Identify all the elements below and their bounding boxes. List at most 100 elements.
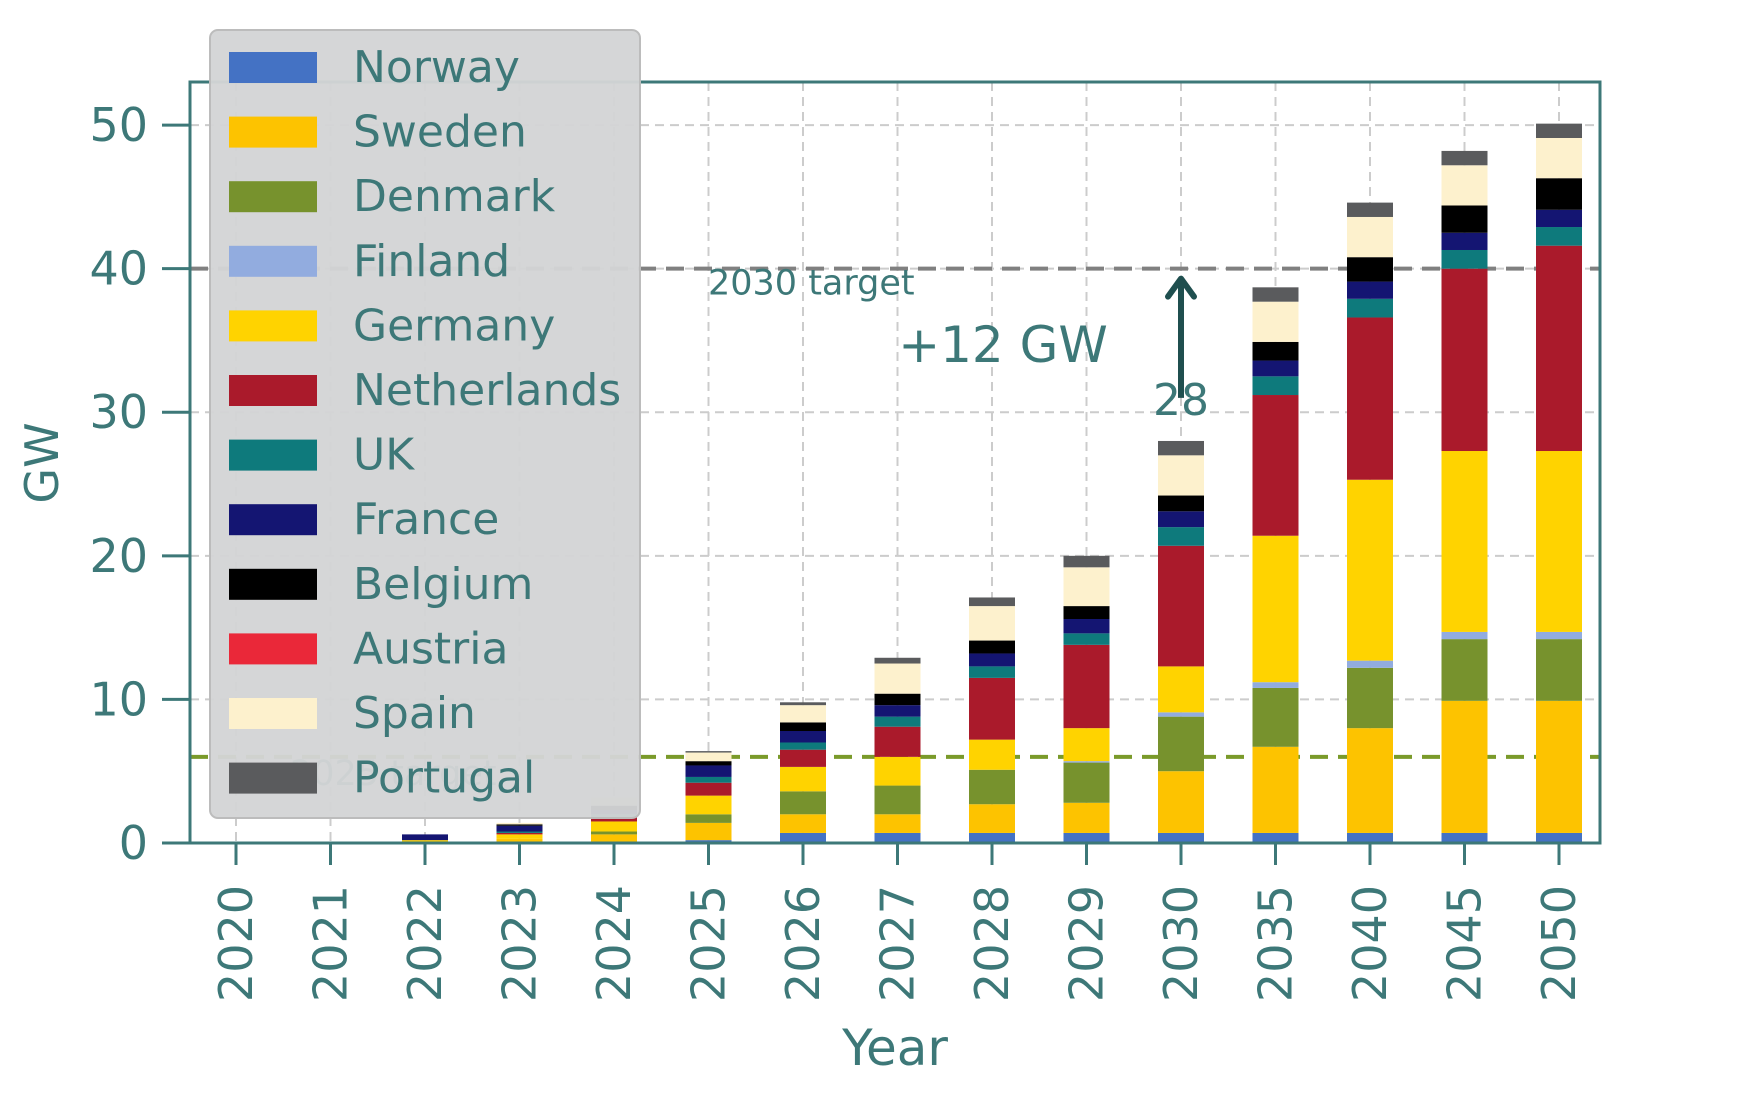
bar-segment bbox=[969, 832, 1015, 843]
bar-segment bbox=[1347, 317, 1393, 480]
x-tick-label: 2024 bbox=[587, 885, 641, 1002]
legend-swatch bbox=[229, 52, 317, 83]
legend-label: Netherlands bbox=[353, 365, 621, 416]
y-tick-label: 20 bbox=[89, 529, 148, 583]
legend-swatch bbox=[229, 245, 317, 277]
legend-label: UK bbox=[353, 430, 415, 481]
bar-segment bbox=[1158, 666, 1204, 713]
bar-segment bbox=[685, 761, 732, 766]
bar-segment bbox=[685, 814, 732, 823]
bar-segment bbox=[780, 705, 826, 723]
bar-segment bbox=[1063, 644, 1110, 729]
stacked-bars bbox=[402, 123, 1582, 843]
bar-segment bbox=[1347, 202, 1393, 217]
legend-swatch bbox=[229, 375, 317, 406]
bar-segment bbox=[1347, 216, 1393, 258]
bar-segment bbox=[780, 722, 826, 732]
legend-label: Germany bbox=[353, 300, 555, 351]
y-tick-label: 30 bbox=[89, 385, 148, 439]
legend: Norway Sweden Denmark Finland Germany Netherl… bbox=[209, 29, 641, 819]
legend-swatch bbox=[229, 310, 317, 342]
bar-segment bbox=[1252, 682, 1299, 688]
bar-segment bbox=[685, 822, 732, 841]
bar-segment bbox=[1536, 451, 1582, 632]
bar-segment bbox=[969, 653, 1015, 667]
legend-label: Spain bbox=[353, 688, 476, 739]
target-label: 2030 target bbox=[708, 264, 915, 304]
x-tick-label: 2025 bbox=[682, 885, 736, 1002]
bar-segment bbox=[1158, 440, 1204, 456]
bar-segment bbox=[1347, 298, 1393, 318]
bar-segment bbox=[874, 705, 921, 717]
x-tick-label: 2027 bbox=[871, 885, 925, 1002]
bar-segment bbox=[1347, 832, 1393, 843]
bar-segment bbox=[969, 804, 1015, 833]
bar-segment bbox=[1252, 341, 1299, 361]
legend-label: Austria bbox=[353, 623, 508, 674]
bar-segment bbox=[1536, 123, 1582, 138]
bar-segment bbox=[1536, 209, 1582, 228]
bar-segment bbox=[1063, 761, 1110, 763]
bar-segment bbox=[1158, 712, 1204, 717]
x-tick-label: 2030 bbox=[1154, 885, 1208, 1002]
bar-segment bbox=[1063, 555, 1110, 568]
bar-segment bbox=[1347, 667, 1393, 729]
legend-swatch bbox=[229, 504, 317, 536]
x-tick-label: 2021 bbox=[304, 885, 358, 1002]
bar-segment bbox=[780, 766, 826, 792]
y-tick-label: 10 bbox=[89, 672, 148, 726]
bar-segment bbox=[1063, 762, 1110, 803]
x-tick-label: 2023 bbox=[493, 885, 547, 1002]
bar-segment bbox=[1063, 832, 1110, 843]
legend-label: Denmark bbox=[353, 171, 556, 222]
bar-segment bbox=[874, 814, 921, 833]
bar-segment bbox=[496, 838, 543, 843]
bar-segment bbox=[591, 821, 637, 832]
bar-segment bbox=[1441, 832, 1488, 843]
x-tick-label: 2040 bbox=[1343, 885, 1397, 1002]
bar-segment bbox=[874, 832, 921, 843]
bar-segment bbox=[874, 785, 921, 815]
bar-segment bbox=[874, 716, 921, 727]
bar-segment bbox=[969, 597, 1015, 607]
bar-segment bbox=[402, 834, 448, 841]
bar-segment bbox=[496, 834, 543, 839]
bar-segment bbox=[1441, 639, 1488, 701]
bar-segment bbox=[1347, 281, 1393, 299]
bar-segment bbox=[1158, 495, 1204, 512]
legend-swatch bbox=[229, 181, 317, 213]
x-tick-label: 2050 bbox=[1532, 885, 1586, 1002]
bar-segment bbox=[780, 742, 826, 750]
bar-segment bbox=[1063, 802, 1110, 833]
legend-swatch bbox=[229, 116, 317, 148]
bar-segment bbox=[1536, 227, 1582, 246]
legend-swatch bbox=[229, 568, 317, 600]
bar-segment bbox=[402, 840, 448, 842]
bar-segment bbox=[874, 663, 921, 694]
bar-segment bbox=[685, 782, 732, 796]
x-tick-label: 2028 bbox=[965, 885, 1019, 1002]
legend-label: Finland bbox=[353, 236, 510, 287]
bar-segment bbox=[1063, 619, 1110, 634]
bar-segment bbox=[685, 751, 732, 753]
bar-segment bbox=[496, 822, 543, 825]
bar-segment bbox=[969, 666, 1015, 678]
bar-segment bbox=[1441, 631, 1488, 640]
bar-segment bbox=[1441, 165, 1488, 206]
bar-segment bbox=[1063, 606, 1110, 620]
bar-segment bbox=[1536, 631, 1582, 640]
bar-segment bbox=[496, 824, 543, 826]
bar-segment bbox=[780, 702, 826, 706]
bar-segment bbox=[1536, 178, 1582, 210]
bar-segment bbox=[1252, 360, 1299, 377]
bar-segment bbox=[1252, 832, 1299, 843]
bar-segment bbox=[1536, 245, 1582, 452]
bar-segment bbox=[969, 739, 1015, 770]
bar-segment bbox=[1158, 527, 1204, 546]
bar-segment bbox=[1252, 376, 1299, 396]
bar-segment bbox=[1441, 451, 1488, 632]
bar-segment bbox=[1063, 567, 1110, 607]
legend-swatch bbox=[229, 698, 317, 729]
y-tick-label: 0 bbox=[119, 816, 148, 870]
